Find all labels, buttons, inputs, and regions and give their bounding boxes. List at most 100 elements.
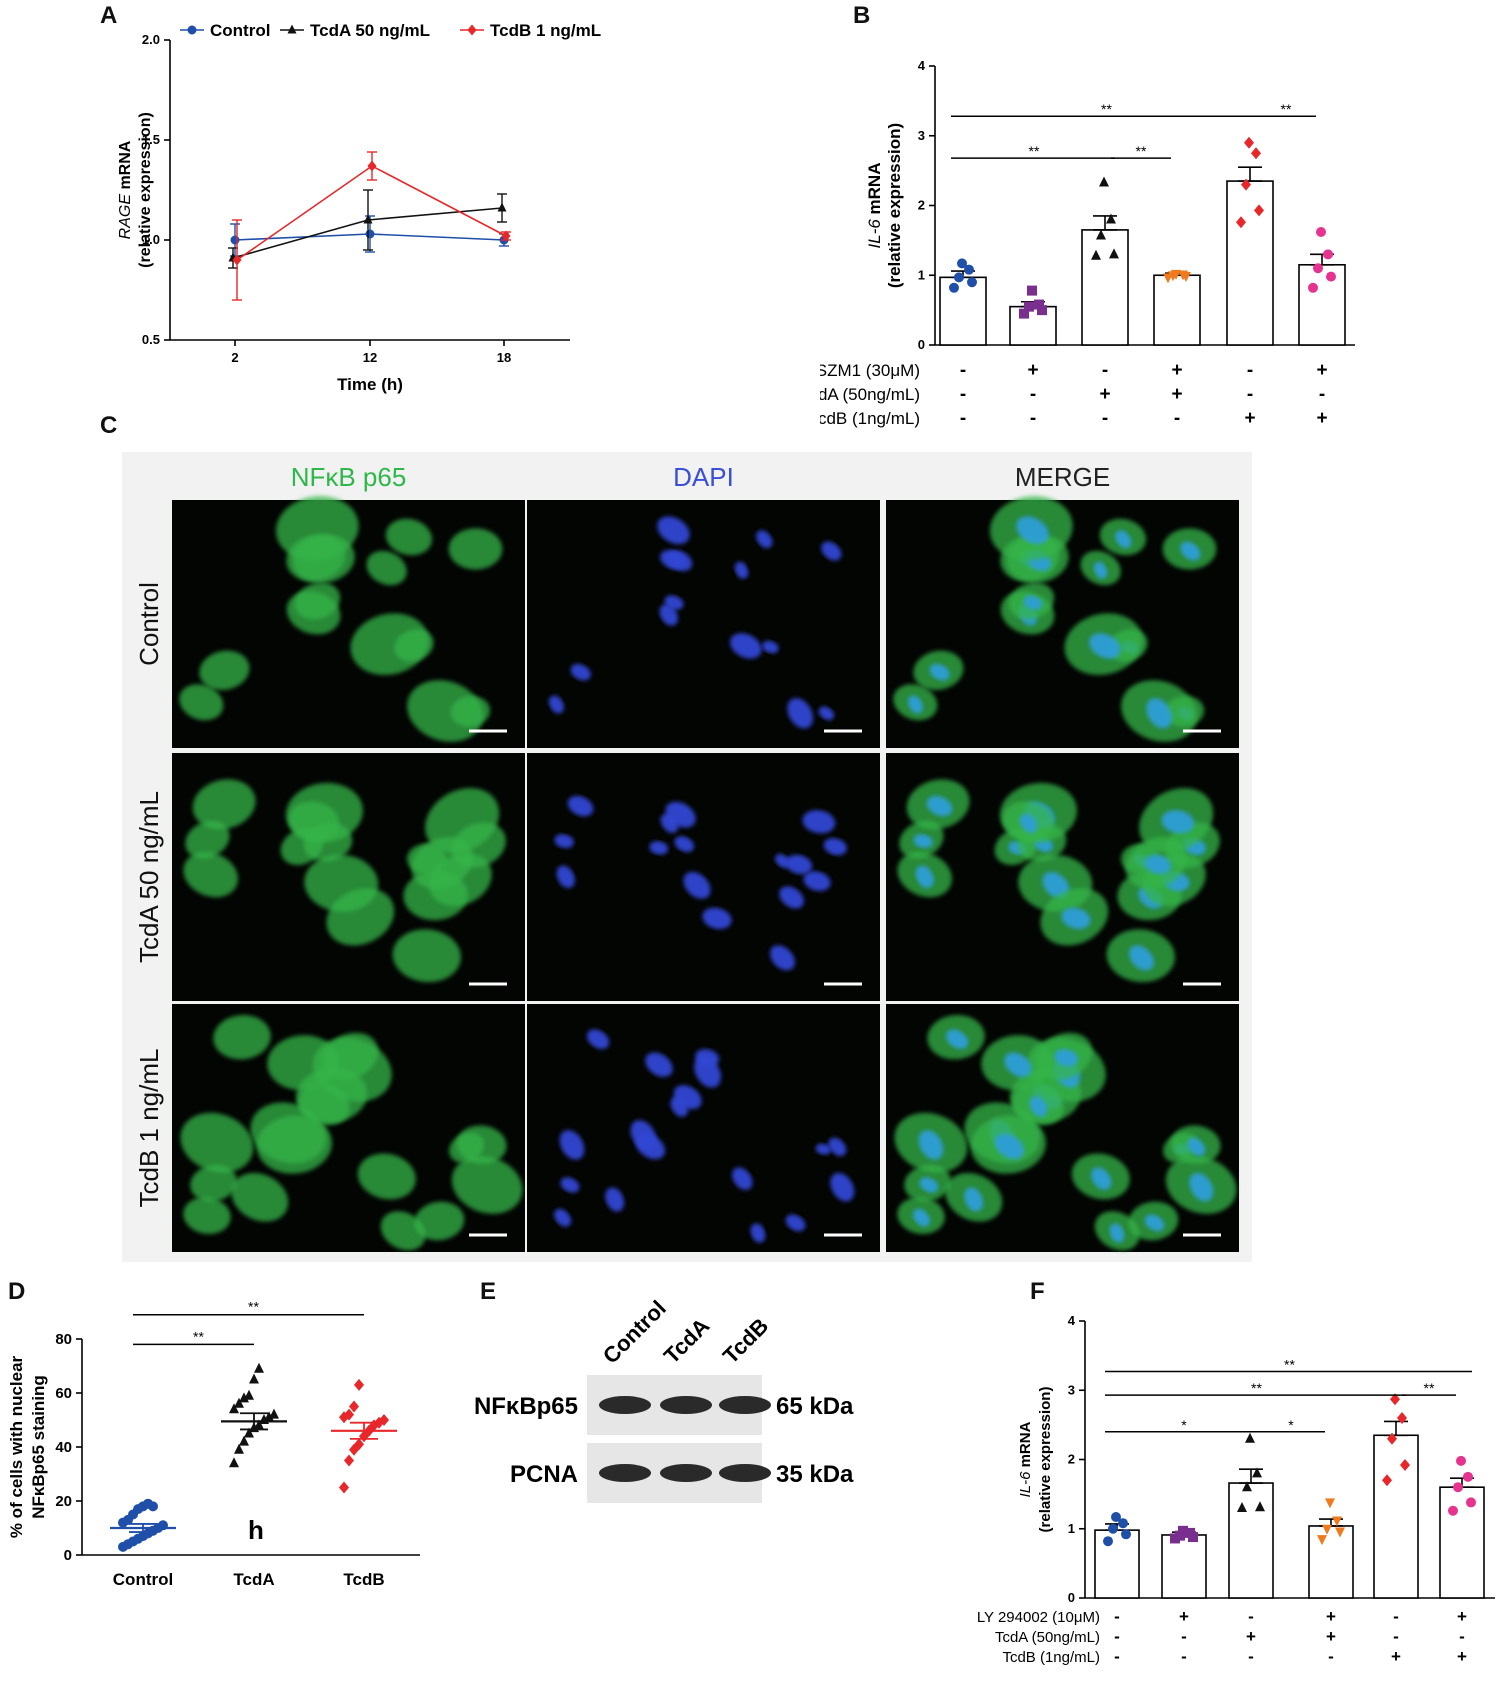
significance-label: *: [1181, 1417, 1187, 1433]
data-point: [1236, 216, 1246, 229]
band-size: 35 kDa: [776, 1461, 854, 1488]
bar: [1094, 1529, 1140, 1599]
nucleus: [1061, 907, 1091, 930]
data-point: [365, 229, 375, 239]
data-point: [1241, 178, 1251, 191]
nucleus: [570, 663, 591, 681]
condition-sign: +: [1457, 1607, 1467, 1626]
lane-label: TcdA: [659, 1313, 714, 1368]
condition-label: LY 294002 (10μM): [977, 1609, 1100, 1626]
green-cell: [407, 680, 483, 742]
nucleus: [1161, 810, 1195, 834]
panel-d-scatter-chart: 0 20 40 60 80 Control TcdA TcdB % of cells with …: [7, 1299, 420, 1589]
y-tick-label: 3: [1068, 1382, 1075, 1397]
data-point: [379, 1414, 389, 1426]
data-point: [367, 160, 377, 172]
data-point: [339, 1481, 349, 1494]
column-title: NFκB p65: [291, 462, 407, 492]
green-cell: [380, 1211, 426, 1251]
nucleus: [649, 841, 669, 855]
green-cell: [288, 801, 340, 841]
green-cell: [298, 1083, 350, 1126]
y-tick-label: 80: [55, 1331, 72, 1348]
annotation: h: [248, 1515, 264, 1545]
nucleus: [702, 907, 732, 930]
y-axis-label: IL-6 mRNA: [1017, 1421, 1034, 1497]
significance-label: **: [248, 1299, 259, 1315]
nucleus: [1023, 595, 1043, 610]
nucleus: [802, 810, 836, 834]
condition-sign: +: [1326, 1607, 1336, 1626]
panel-c-micrographs: NFκB p65 DAPI MERGE Control TcdA 50 ng/mL Tcd…: [122, 452, 1252, 1262]
bar: [1298, 263, 1346, 346]
condition-sign: -: [960, 384, 966, 405]
green-cell: [451, 1156, 523, 1214]
data-point: [1322, 1524, 1332, 1535]
data-point: [1255, 1501, 1265, 1512]
y-tick-label: 1: [918, 267, 925, 282]
data-point: [1335, 1527, 1345, 1538]
y-tick-label: 40: [55, 1439, 72, 1456]
y-tick-label: 3: [918, 128, 925, 143]
nucleus: [674, 836, 695, 853]
condition-sign: +: [1171, 360, 1182, 381]
green-cell: [183, 851, 238, 898]
y-tick-label: 0: [1068, 1590, 1075, 1605]
y-axis-label: IL-6 mRNA: [865, 163, 884, 249]
condition-sign: -: [1247, 360, 1253, 381]
condition-sign: -: [1114, 1647, 1120, 1666]
significance-label: *: [1288, 1417, 1294, 1433]
condition-sign: -: [1248, 1647, 1254, 1666]
micrograph-tile: [527, 1004, 880, 1252]
condition-sign: -: [1114, 1607, 1120, 1626]
nucleus: [730, 633, 762, 659]
panel-letter-b: B: [853, 2, 871, 29]
x-tick-label: 18: [497, 350, 511, 365]
condition-sign: -: [960, 408, 966, 429]
condition-sign: -: [1247, 384, 1253, 405]
data-point: [344, 1408, 354, 1421]
significance-label: **: [1136, 143, 1147, 159]
x-tick-label: TcdA: [233, 1570, 274, 1589]
data-point: [1027, 285, 1037, 296]
data-point: [249, 1373, 259, 1384]
x-axis-label: Time (h): [337, 375, 403, 394]
y-tick-label: 0.5: [142, 332, 160, 347]
green-cell: [192, 779, 256, 830]
legend-marker: [467, 24, 477, 36]
condition-sign: -: [1102, 408, 1108, 429]
nucleus: [1109, 1223, 1125, 1243]
tile-background: [527, 500, 880, 748]
nucleus: [645, 1052, 673, 1077]
data-point: [1178, 1525, 1188, 1536]
nucleus: [605, 1187, 625, 1212]
x-tick-label: TcdB: [343, 1570, 384, 1589]
data-point: [1111, 1511, 1121, 1522]
data-point: [1037, 305, 1047, 316]
nucleus: [1129, 945, 1154, 971]
data-point: [1109, 248, 1119, 259]
y-axis-label: % of cells with nuclear: [7, 1355, 26, 1538]
nucleus: [734, 561, 749, 579]
nucleus: [1016, 516, 1049, 545]
micrograph-tile: [886, 496, 1239, 748]
nucleus: [926, 795, 953, 817]
data-point: [1252, 1467, 1262, 1478]
x-tick-label: 12: [363, 350, 377, 365]
data-point: [1096, 229, 1106, 240]
nucleus: [1189, 1172, 1214, 1202]
green-cell: [256, 1115, 332, 1174]
panel-letter-e: E: [480, 1278, 497, 1305]
condition-sign: -: [1459, 1627, 1465, 1646]
y-tick-label: 0: [918, 337, 925, 352]
data-point: [354, 1378, 364, 1391]
nucleus: [964, 1187, 984, 1212]
condition-label: TcdB (1ng/mL): [820, 409, 920, 428]
nucleus: [1004, 1052, 1032, 1077]
panel-letter-d: D: [8, 1278, 26, 1305]
green-cell: [448, 528, 503, 570]
y-axis-label-2: (relative expression): [885, 123, 904, 288]
condition-sign: -: [1393, 1607, 1399, 1626]
data-point: [1466, 1497, 1476, 1508]
green-cell: [294, 582, 341, 620]
